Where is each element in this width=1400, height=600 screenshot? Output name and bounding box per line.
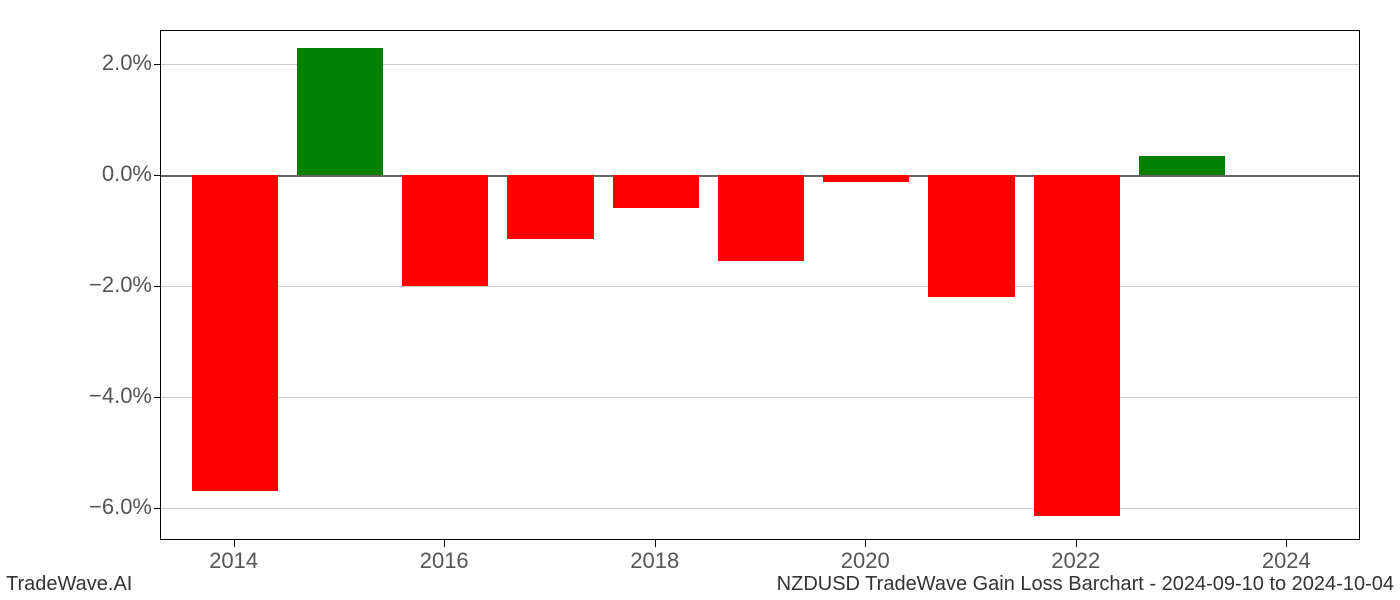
- bar-2015: [297, 48, 383, 176]
- y-tick: [154, 64, 161, 65]
- y-tick: [154, 397, 161, 398]
- bar-2023: [1139, 156, 1225, 175]
- chart-plot-area: [160, 30, 1360, 540]
- x-tick-label: 2022: [1051, 548, 1100, 574]
- y-tick: [154, 175, 161, 176]
- bar-2022: [1034, 175, 1120, 516]
- x-tick-label: 2014: [209, 548, 258, 574]
- gridline: [161, 508, 1359, 509]
- bar-2018: [613, 175, 699, 208]
- y-tick-label: 2.0%: [52, 50, 152, 76]
- bar-2017: [507, 175, 593, 239]
- x-tick: [865, 540, 866, 547]
- x-tick: [1076, 540, 1077, 547]
- y-tick-label: −2.0%: [52, 272, 152, 298]
- x-tick-label: 2018: [630, 548, 679, 574]
- bar-2019: [718, 175, 804, 261]
- gridline: [161, 397, 1359, 398]
- x-tick: [444, 540, 445, 547]
- bar-2021: [928, 175, 1014, 297]
- y-tick: [154, 286, 161, 287]
- gridline: [161, 286, 1359, 287]
- bar-2020: [823, 175, 909, 182]
- y-tick-label: −6.0%: [52, 494, 152, 520]
- x-tick-label: 2024: [1262, 548, 1311, 574]
- x-tick: [655, 540, 656, 547]
- bar-2014: [192, 175, 278, 491]
- footer-caption: NZDUSD TradeWave Gain Loss Barchart - 20…: [777, 573, 1394, 596]
- bar-2016: [402, 175, 488, 286]
- y-tick-label: −4.0%: [52, 383, 152, 409]
- x-tick: [1286, 540, 1287, 547]
- footer-brand: TradeWave.AI: [6, 573, 132, 596]
- x-tick: [234, 540, 235, 547]
- x-tick-label: 2016: [420, 548, 469, 574]
- y-tick: [154, 508, 161, 509]
- x-tick-label: 2020: [841, 548, 890, 574]
- y-tick-label: 0.0%: [52, 161, 152, 187]
- plot-surface: [161, 31, 1359, 539]
